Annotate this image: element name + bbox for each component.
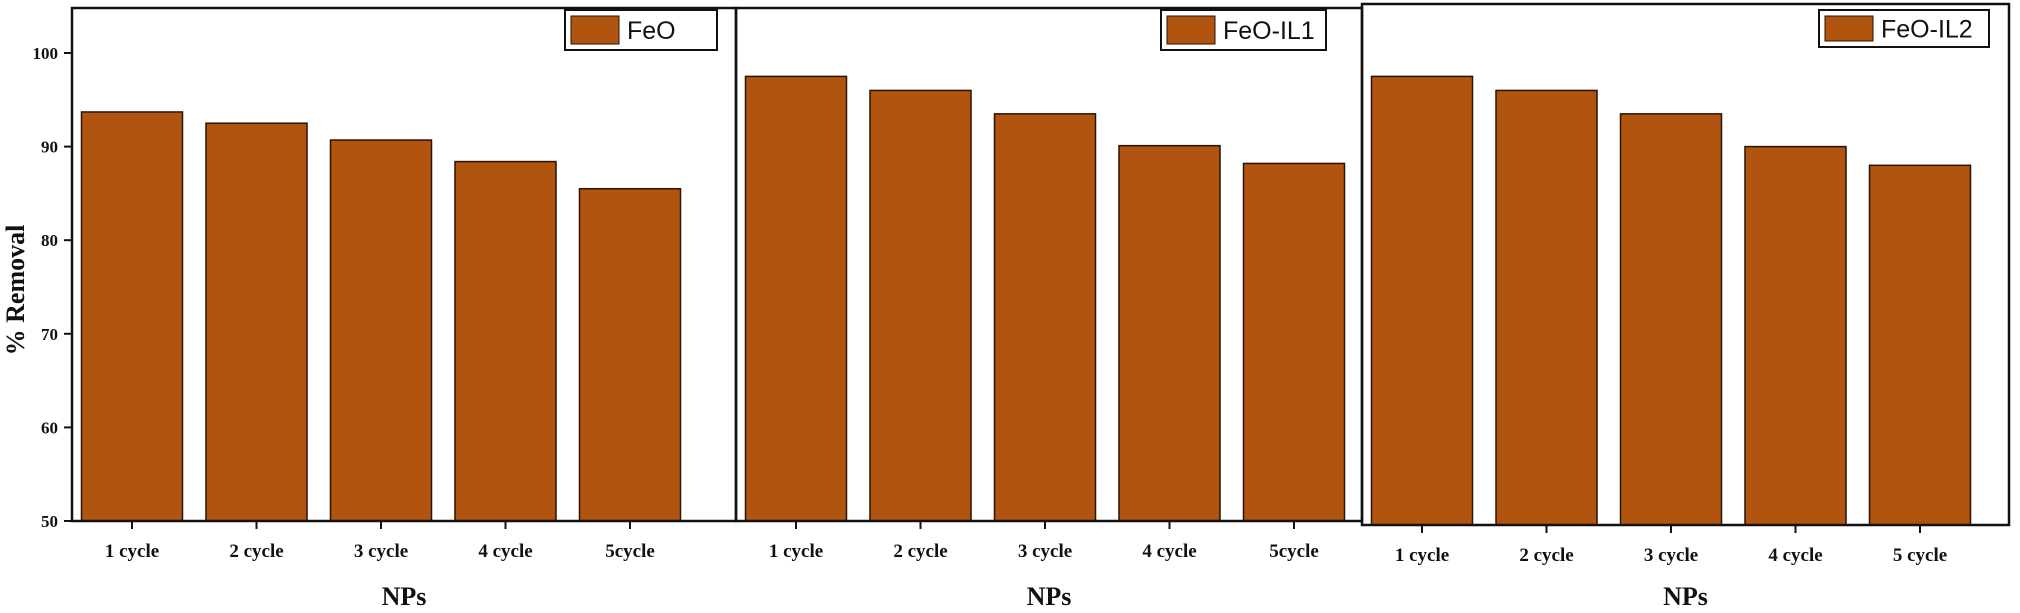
bar bbox=[1744, 145, 1847, 526]
bar bbox=[1868, 164, 1972, 526]
bar bbox=[80, 111, 184, 522]
legend-swatch bbox=[1824, 15, 1874, 42]
y-tick-label: 70 bbox=[41, 325, 58, 344]
plot-frame bbox=[1360, 2, 2011, 527]
y-tick-label: 100 bbox=[33, 44, 59, 63]
bar bbox=[1619, 113, 1723, 526]
y-tick-label: 60 bbox=[41, 418, 58, 437]
y-tick-label: 90 bbox=[41, 138, 58, 157]
legend-label: FeO-IL2 bbox=[1881, 16, 1973, 44]
bar bbox=[1370, 75, 1474, 526]
legend-swatch bbox=[570, 15, 620, 45]
x-tick-label: 4 cycle bbox=[1142, 541, 1196, 562]
x-tick-label: 4 cycle bbox=[1768, 545, 1822, 566]
bar bbox=[993, 113, 1097, 522]
bar bbox=[454, 160, 557, 522]
x-tick-label: 5cycle bbox=[1269, 541, 1319, 562]
x-tick-label: 2 cycle bbox=[229, 541, 283, 562]
x-tick-label: 3 cycle bbox=[354, 541, 408, 562]
y-tick-label: 80 bbox=[41, 231, 58, 250]
bar bbox=[1495, 89, 1598, 526]
bar bbox=[744, 75, 848, 522]
x-axis-label: NPs bbox=[382, 582, 427, 611]
x-tick-label: 4 cycle bbox=[478, 541, 532, 562]
x-tick-label: 1 cycle bbox=[769, 541, 823, 562]
x-tick-label: 1 cycle bbox=[1395, 545, 1449, 566]
x-tick-label: 3 cycle bbox=[1644, 545, 1698, 566]
x-tick-label: 2 cycle bbox=[1519, 545, 1573, 566]
bar bbox=[329, 139, 433, 522]
bar bbox=[1242, 162, 1346, 522]
x-axis-label: NPs bbox=[1663, 582, 1708, 611]
x-tick-label: 1 cycle bbox=[105, 541, 159, 562]
bar bbox=[205, 122, 308, 522]
x-tick-label: 3 cycle bbox=[1018, 541, 1072, 562]
legend-label: FeO bbox=[627, 17, 676, 45]
x-tick-label: 2 cycle bbox=[893, 541, 947, 562]
legend-label: FeO-IL1 bbox=[1223, 17, 1315, 45]
y-tick-label: 50 bbox=[41, 512, 58, 531]
bar bbox=[578, 187, 682, 522]
y-axis-label: % Removal bbox=[1, 225, 30, 356]
bar bbox=[1118, 144, 1221, 522]
legend-swatch bbox=[1166, 15, 1216, 45]
x-tick-label: 5 cycle bbox=[1893, 545, 1947, 566]
x-axis-label: NPs bbox=[1027, 582, 1072, 611]
x-tick-label: 5cycle bbox=[605, 541, 655, 562]
bar bbox=[869, 89, 972, 522]
